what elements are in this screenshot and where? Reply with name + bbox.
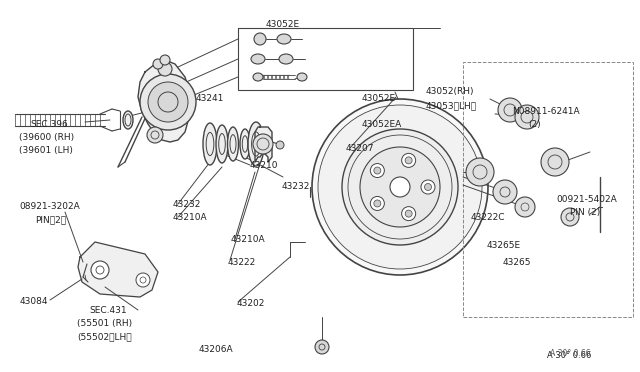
Ellipse shape	[123, 111, 133, 129]
Circle shape	[315, 340, 329, 354]
Circle shape	[390, 177, 410, 197]
Circle shape	[515, 105, 539, 129]
Circle shape	[405, 210, 412, 217]
Polygon shape	[78, 242, 158, 297]
Circle shape	[374, 200, 381, 207]
Circle shape	[498, 98, 522, 122]
Text: N08911-6241A: N08911-6241A	[512, 107, 580, 116]
Ellipse shape	[277, 34, 291, 44]
Circle shape	[312, 99, 488, 275]
Circle shape	[318, 105, 482, 269]
Text: 43052E: 43052E	[362, 94, 396, 103]
Circle shape	[254, 33, 266, 45]
Bar	[238, 28, 413, 90]
Circle shape	[515, 197, 535, 217]
Circle shape	[421, 180, 435, 194]
Circle shape	[424, 183, 431, 190]
Circle shape	[342, 129, 458, 245]
Text: 43052EA: 43052EA	[362, 120, 402, 129]
Text: 43210A: 43210A	[173, 213, 207, 222]
Polygon shape	[255, 127, 272, 162]
Ellipse shape	[248, 122, 264, 166]
Text: 43052E: 43052E	[266, 20, 300, 29]
Text: 43052(RH): 43052(RH)	[426, 87, 474, 96]
Text: 43222: 43222	[227, 258, 255, 267]
Circle shape	[466, 158, 494, 186]
Text: 43241: 43241	[195, 94, 223, 103]
Ellipse shape	[240, 129, 250, 159]
Circle shape	[360, 147, 440, 227]
Text: 43210A: 43210A	[230, 235, 265, 244]
Circle shape	[371, 196, 385, 211]
Circle shape	[147, 127, 163, 143]
Circle shape	[541, 148, 569, 176]
Circle shape	[160, 55, 170, 65]
Circle shape	[136, 273, 150, 287]
Text: SEC.396: SEC.396	[31, 120, 68, 129]
Text: 43202: 43202	[237, 299, 265, 308]
Circle shape	[405, 157, 412, 164]
Text: A·30° 0.66: A·30° 0.66	[547, 351, 591, 360]
Ellipse shape	[203, 123, 217, 165]
Text: (55502〈LH〉: (55502〈LH〉	[77, 332, 131, 341]
Text: 00921-5402A: 00921-5402A	[557, 195, 618, 203]
Ellipse shape	[216, 125, 228, 163]
Text: 43265: 43265	[502, 258, 531, 267]
Text: PIN (2): PIN (2)	[570, 208, 600, 217]
Ellipse shape	[297, 73, 307, 81]
Text: 08921-3202A: 08921-3202A	[19, 202, 80, 211]
Circle shape	[148, 82, 188, 122]
Circle shape	[402, 153, 415, 167]
Circle shape	[153, 59, 163, 69]
Text: 43210: 43210	[250, 161, 278, 170]
Ellipse shape	[227, 127, 239, 161]
Text: (39601 (LH): (39601 (LH)	[19, 146, 73, 155]
Polygon shape	[138, 60, 190, 142]
Ellipse shape	[251, 54, 265, 64]
Text: (2): (2)	[528, 120, 541, 129]
Text: 43265E: 43265E	[486, 241, 520, 250]
Bar	[463, 62, 633, 317]
Text: 43232: 43232	[173, 200, 201, 209]
Circle shape	[402, 206, 415, 221]
Text: 43232: 43232	[282, 182, 310, 190]
Text: A·30° 0.66: A·30° 0.66	[550, 350, 591, 359]
Circle shape	[371, 164, 385, 177]
Circle shape	[91, 261, 109, 279]
Circle shape	[374, 167, 381, 174]
Circle shape	[493, 180, 517, 204]
Text: PIN〨2〩: PIN〨2〩	[35, 215, 67, 224]
Text: 43053〈LH〉: 43053〈LH〉	[426, 102, 477, 110]
Circle shape	[561, 208, 579, 226]
Text: (39600 (RH): (39600 (RH)	[19, 133, 74, 142]
Circle shape	[158, 62, 172, 76]
Circle shape	[140, 74, 196, 130]
Text: SEC.431: SEC.431	[90, 306, 127, 315]
Text: 43207: 43207	[346, 144, 374, 153]
Circle shape	[253, 134, 273, 154]
Text: 43206A: 43206A	[198, 345, 233, 354]
Circle shape	[276, 141, 284, 149]
Text: (55501 (RH): (55501 (RH)	[77, 319, 132, 328]
Text: 43222C: 43222C	[470, 213, 505, 222]
Ellipse shape	[279, 54, 293, 64]
Text: 43084: 43084	[19, 297, 48, 306]
Ellipse shape	[253, 73, 263, 81]
